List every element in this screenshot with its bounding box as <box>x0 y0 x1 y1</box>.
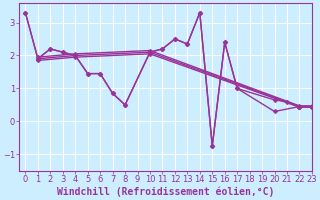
X-axis label: Windchill (Refroidissement éolien,°C): Windchill (Refroidissement éolien,°C) <box>57 187 274 197</box>
